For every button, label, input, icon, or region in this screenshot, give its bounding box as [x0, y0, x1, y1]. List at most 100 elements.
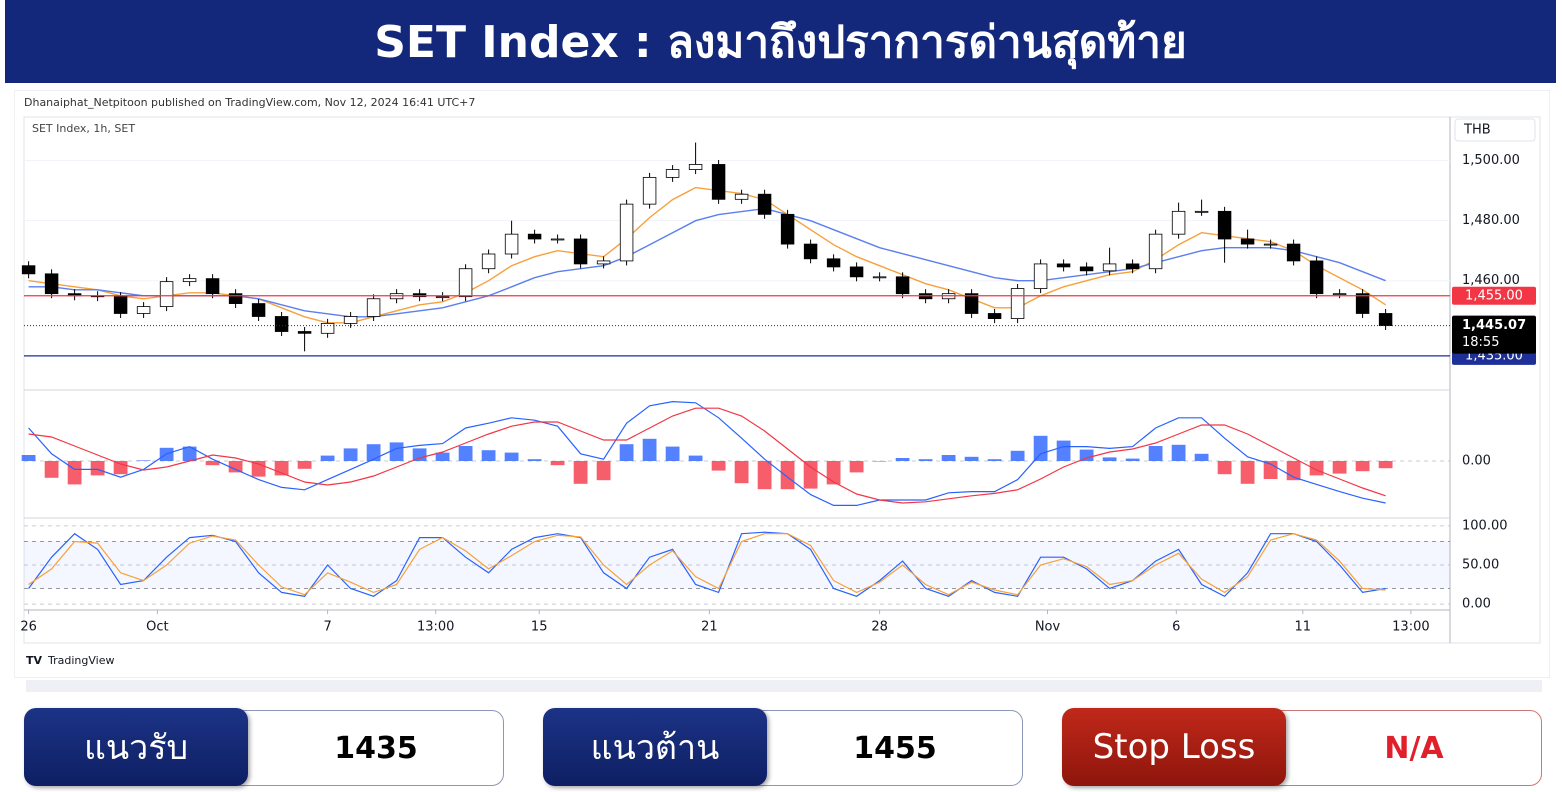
histogram-bar — [734, 461, 749, 484]
stoch-line — [28, 531, 1386, 598]
symbol-title: SET Index, 1h, SET — [32, 122, 135, 135]
candle-body — [1286, 243, 1301, 262]
candle-body — [665, 169, 680, 178]
histogram-bar — [688, 455, 703, 461]
stoch-line — [28, 533, 1386, 596]
candle-body — [1171, 210, 1186, 235]
candle-body — [688, 164, 703, 170]
histogram-bar — [1171, 444, 1186, 461]
candle-body — [1309, 260, 1324, 295]
histogram-bar — [849, 461, 864, 473]
candle-body — [481, 253, 496, 270]
x-tick-label: Nov — [1035, 620, 1061, 635]
x-tick-label: 13:00 — [1392, 620, 1429, 635]
candle-body — [320, 323, 335, 334]
candle-body — [1033, 263, 1048, 289]
candle-body — [987, 313, 1002, 319]
publisher: Dhanaiphat_Netpitoon published on Tradin… — [24, 96, 475, 109]
histogram-bar — [918, 459, 933, 461]
candle-body — [297, 331, 312, 334]
candle-body — [573, 238, 588, 265]
histogram-bar — [780, 461, 795, 490]
histogram-bar — [412, 448, 427, 461]
histogram-bar — [1240, 461, 1255, 484]
panel-label: Stop Loss — [1062, 708, 1286, 786]
candle-body — [504, 233, 519, 255]
x-tick-label: 7 — [323, 620, 331, 635]
histogram-bar — [389, 442, 404, 461]
histogram-bar — [987, 459, 1002, 461]
histogram-bar — [90, 461, 105, 476]
candle-body — [619, 203, 634, 262]
currency: THB — [1463, 123, 1491, 138]
x-tick-label: 11 — [1295, 620, 1312, 635]
header-title: SET Index : ลงมาถึงปราการด่านสุดท้าย — [5, 0, 1556, 83]
panel-value: 1455 — [853, 730, 937, 766]
histogram-bar — [1148, 446, 1163, 461]
histogram-bar — [1217, 461, 1232, 475]
candle-body — [251, 303, 266, 317]
histogram-bar — [182, 446, 197, 461]
histogram-bar — [964, 456, 979, 461]
candle-body — [757, 193, 772, 215]
histogram-bar — [67, 461, 82, 485]
histogram-bar — [228, 461, 243, 473]
histogram-bar — [1309, 461, 1324, 476]
candle-body — [458, 268, 473, 298]
footer-logo: TradingView — [47, 654, 114, 667]
histogram-bar — [1079, 449, 1094, 461]
histogram-bar — [320, 455, 335, 461]
candle-body — [803, 243, 818, 260]
histogram-bar — [665, 446, 680, 461]
histogram-bar — [1125, 458, 1140, 461]
x-tick-label: Oct — [146, 620, 168, 635]
candle-body — [895, 276, 910, 295]
resistance-panel: แนวต้าน 1455 — [543, 708, 1023, 786]
support-panel: แนวรับ 1435 — [24, 708, 504, 786]
histogram-bar — [297, 461, 312, 469]
x-tick-label: 13:00 — [417, 620, 454, 635]
histogram-bar — [642, 438, 657, 461]
histogram-bar — [895, 458, 910, 461]
candle-body — [113, 296, 128, 314]
band-fill — [24, 541, 1450, 589]
candle-body — [1378, 313, 1393, 326]
strip — [26, 680, 1542, 692]
candle-body — [596, 260, 611, 265]
candle-body — [21, 265, 36, 275]
candle-body — [734, 193, 749, 200]
x-tick-label: 28 — [871, 620, 888, 635]
candle-body — [343, 316, 358, 324]
candle-body — [228, 293, 243, 304]
countdown: 18:55 — [1462, 335, 1499, 350]
candle-body — [1217, 210, 1232, 240]
histogram-bar — [596, 461, 611, 481]
histogram-bar — [757, 461, 772, 490]
tv-mark: TV — [26, 654, 43, 667]
panel-label: แนวรับ — [24, 708, 248, 786]
histogram-bar — [113, 461, 128, 475]
macd-line — [28, 407, 1386, 504]
candle-body — [1240, 238, 1255, 245]
x-tick-label: 21 — [701, 620, 718, 635]
candle-body — [1263, 243, 1278, 246]
y-tick-label: 50.00 — [1462, 558, 1499, 573]
y-tick-label: 0.00 — [1462, 454, 1491, 469]
x-tick-label: 26 — [20, 620, 37, 635]
panel-value: N/A — [1384, 730, 1444, 766]
histogram-bar — [1378, 461, 1393, 469]
histogram-bar — [573, 461, 588, 484]
candle-body — [1355, 293, 1370, 314]
chart: Dhanaiphat_Netpitoon published on Tradin… — [20, 96, 1541, 667]
candle-body — [1148, 233, 1163, 270]
candle-body — [527, 233, 542, 240]
histogram-bar — [366, 444, 381, 461]
histogram-bar — [826, 461, 841, 485]
candle-body — [872, 276, 887, 279]
histogram-bar — [1194, 453, 1209, 461]
level-label: 1,455.00 — [1465, 288, 1523, 303]
candle-body — [550, 238, 565, 241]
histogram-bar — [550, 461, 565, 466]
y-tick-label: 1,500.00 — [1462, 153, 1520, 168]
candle-body — [1125, 263, 1140, 270]
